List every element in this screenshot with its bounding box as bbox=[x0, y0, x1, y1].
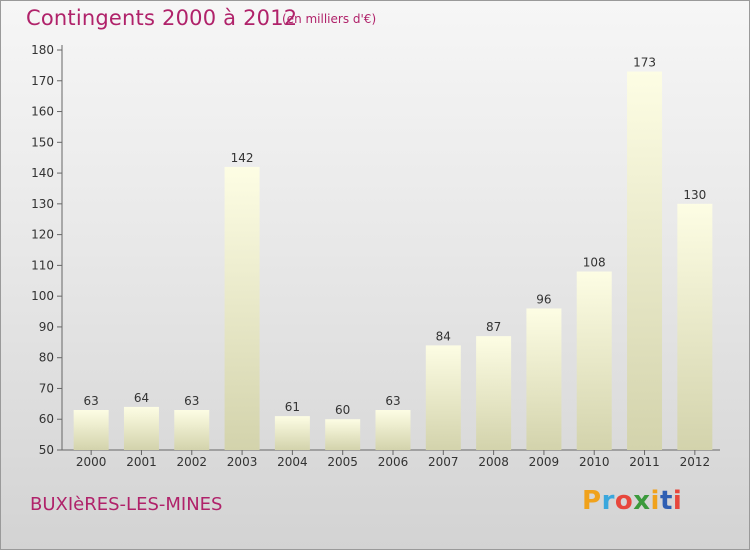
value-label-2004: 61 bbox=[285, 400, 300, 414]
y-tick-label: 180 bbox=[31, 43, 54, 57]
x-tick-label-2007: 2007 bbox=[428, 455, 459, 469]
x-tick-label-2009: 2009 bbox=[529, 455, 560, 469]
x-tick-label-2006: 2006 bbox=[378, 455, 409, 469]
labels: 63 2000 64 2001 63 2002 142 2003 61 2004 60 2005 63 2… bbox=[76, 56, 710, 469]
logo-letter: r bbox=[601, 486, 615, 516]
x-tick-label-2001: 2001 bbox=[126, 455, 157, 469]
bar-2006 bbox=[375, 410, 411, 450]
y-tick-label: 60 bbox=[39, 412, 54, 426]
bar-2012 bbox=[677, 203, 713, 450]
value-label-2012: 130 bbox=[683, 188, 706, 202]
value-label-2009: 96 bbox=[536, 292, 551, 306]
logo-letter: x bbox=[633, 486, 651, 516]
x-tick-label-2004: 2004 bbox=[277, 455, 308, 469]
y-tick-label: 150 bbox=[31, 135, 54, 149]
value-label-2006: 63 bbox=[385, 394, 400, 408]
bar-2009 bbox=[526, 308, 562, 450]
value-label-2002: 63 bbox=[184, 394, 199, 408]
axes: 50 60 70 80 90 100 110 120 130 140 150 160 170 180 bbox=[31, 43, 720, 457]
x-tick-label-2000: 2000 bbox=[76, 455, 107, 469]
chart-title: Contingents 2000 à 2012 bbox=[26, 6, 298, 30]
value-label-2005: 60 bbox=[335, 403, 350, 417]
y-tick-label: 100 bbox=[31, 289, 54, 303]
x-tick-label-2002: 2002 bbox=[176, 455, 207, 469]
bar-2000 bbox=[73, 410, 109, 450]
x-tick-label-2008: 2008 bbox=[478, 455, 509, 469]
bar-2004 bbox=[274, 416, 310, 450]
value-label-2007: 84 bbox=[436, 329, 451, 343]
logo-letter: i bbox=[672, 486, 683, 516]
y-tick-label: 110 bbox=[31, 258, 54, 272]
bar-2003 bbox=[224, 166, 260, 450]
x-tick-label-2003: 2003 bbox=[227, 455, 258, 469]
logo-letter: P bbox=[582, 486, 602, 516]
bar-2005 bbox=[325, 419, 361, 450]
y-tick-label: 140 bbox=[31, 166, 54, 180]
value-label-2010: 108 bbox=[583, 256, 606, 270]
y-tick-label: 50 bbox=[39, 443, 54, 457]
logo-letter: o bbox=[614, 486, 634, 516]
bars bbox=[73, 71, 713, 451]
value-label-2008: 87 bbox=[486, 320, 501, 334]
y-tick-label: 160 bbox=[31, 105, 54, 119]
y-tick-label: 90 bbox=[39, 320, 54, 334]
bar-2011 bbox=[627, 71, 663, 451]
logo-letter: t bbox=[659, 486, 673, 516]
y-tick-label: 70 bbox=[39, 381, 54, 395]
bar-2001 bbox=[123, 406, 159, 450]
chart-subtitle: (en milliers d'€) bbox=[282, 12, 377, 26]
value-label-2011: 173 bbox=[633, 56, 656, 70]
x-tick-label-2010: 2010 bbox=[579, 455, 610, 469]
x-tick-label-2011: 2011 bbox=[629, 455, 660, 469]
y-tick-label: 130 bbox=[31, 197, 54, 211]
x-tick-label-2005: 2005 bbox=[327, 455, 358, 469]
y-tick-label: 120 bbox=[31, 228, 54, 242]
bar-2010 bbox=[576, 271, 612, 450]
proxiti-logo: Proxiti bbox=[582, 486, 682, 516]
value-label-2003: 142 bbox=[231, 151, 254, 165]
bar-2007 bbox=[425, 345, 461, 450]
commune-name: BUXIèRES-LES-MINES bbox=[30, 494, 223, 515]
bar-2008 bbox=[476, 336, 512, 450]
y-tick-label: 170 bbox=[31, 74, 54, 88]
value-label-2000: 63 bbox=[84, 394, 99, 408]
x-tick-label-2012: 2012 bbox=[680, 455, 711, 469]
bar-2002 bbox=[174, 410, 210, 450]
value-label-2001: 64 bbox=[134, 391, 149, 405]
logo-letter: i bbox=[650, 486, 660, 516]
y-tick-label: 80 bbox=[39, 351, 54, 365]
